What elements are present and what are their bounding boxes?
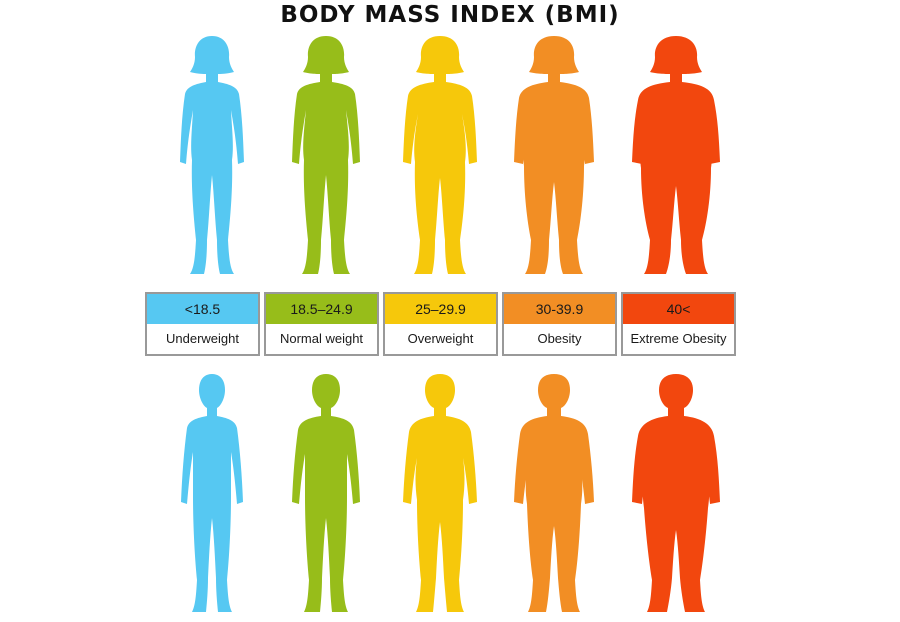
male-underweight-figure xyxy=(152,368,272,618)
category-range: <18.5 xyxy=(147,294,258,324)
page-title: BODY MASS INDEX (BMI) xyxy=(280,2,620,28)
female-overweight-figure xyxy=(380,30,500,280)
category-label: Obesity xyxy=(504,324,615,354)
category-range: 30-39.9 xyxy=(504,294,615,324)
category-extreme-obesity: 40< Extreme Obesity xyxy=(621,292,736,356)
category-range: 40< xyxy=(623,294,734,324)
female-underweight-figure xyxy=(152,30,272,280)
male-obesity-figure xyxy=(494,368,614,618)
male-normal-figure xyxy=(266,368,386,618)
category-label: Underweight xyxy=(147,324,258,354)
male-extreme-obesity-figure xyxy=(616,368,736,618)
female-normal-figure xyxy=(266,30,386,280)
bmi-category-legend: <18.5 Underweight 18.5–24.9 Normal weigh… xyxy=(145,292,740,360)
female-obesity-figure xyxy=(494,30,614,280)
category-label: Overweight xyxy=(385,324,496,354)
male-overweight-figure xyxy=(380,368,500,618)
category-label: Normal weight xyxy=(266,324,377,354)
category-overweight: 25–29.9 Overweight xyxy=(383,292,498,356)
category-obesity: 30-39.9 Obesity xyxy=(502,292,617,356)
category-underweight: <18.5 Underweight xyxy=(145,292,260,356)
category-normal-weight: 18.5–24.9 Normal weight xyxy=(264,292,379,356)
category-range: 25–29.9 xyxy=(385,294,496,324)
female-extreme-obesity-figure xyxy=(616,30,736,280)
category-range: 18.5–24.9 xyxy=(266,294,377,324)
category-label: Extreme Obesity xyxy=(623,324,734,354)
